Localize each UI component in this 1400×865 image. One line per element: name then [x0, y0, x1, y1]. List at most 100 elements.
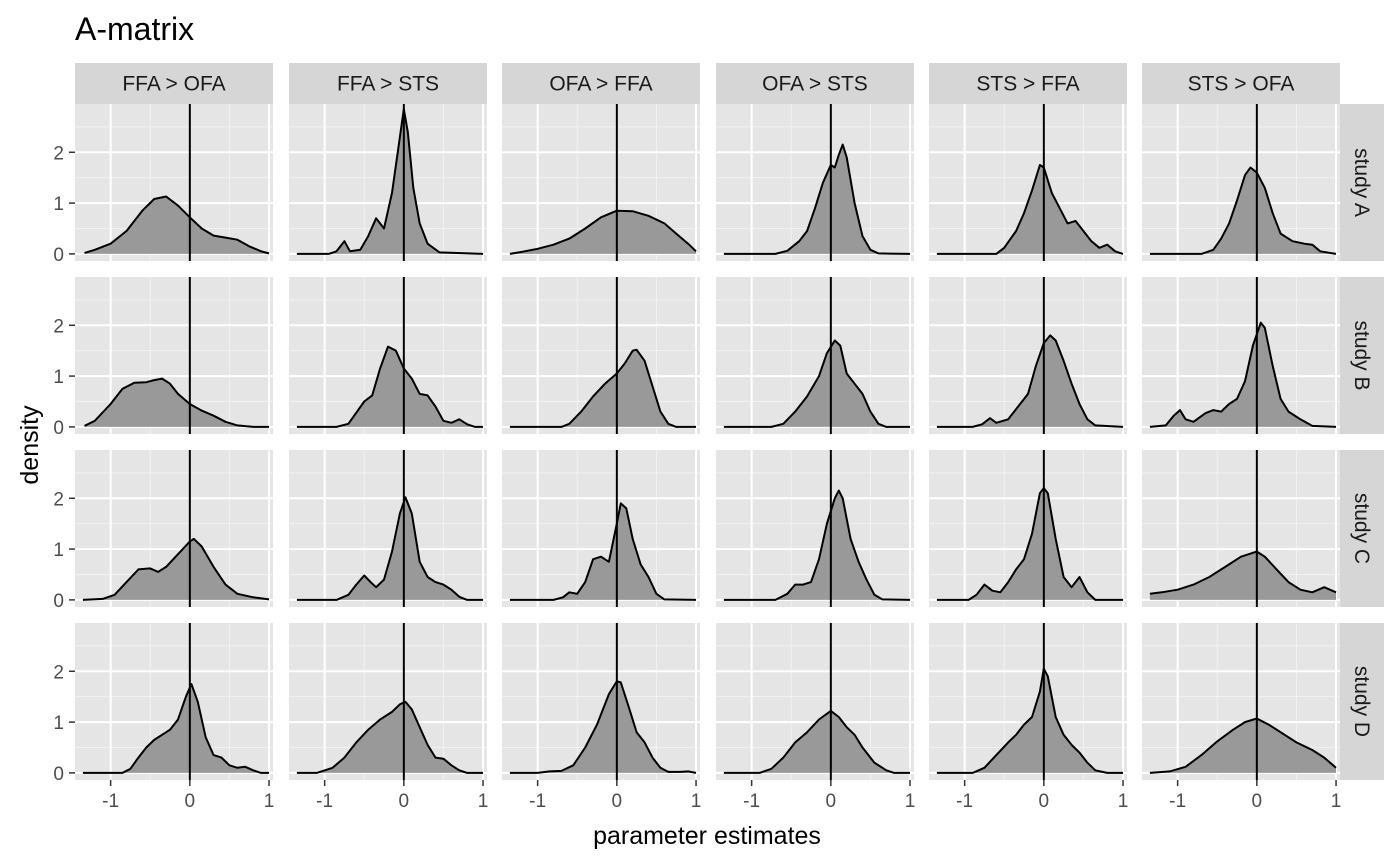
- density-line: [723, 339, 910, 428]
- panel: [929, 277, 1127, 434]
- density-area: [84, 378, 269, 427]
- x-tick-label: -1: [743, 791, 760, 812]
- density-line: [723, 709, 910, 774]
- column-strip: [502, 63, 700, 104]
- panel: [502, 623, 700, 780]
- density-line: [936, 334, 1124, 428]
- column-strip: [289, 63, 487, 104]
- x-tick-label: 1: [264, 791, 275, 812]
- row-strip: [1340, 104, 1384, 261]
- density-line: [509, 209, 697, 255]
- panel: [75, 104, 273, 261]
- column-strip: [716, 63, 914, 104]
- column-strip: [1142, 63, 1340, 104]
- x-tick-label: 1: [691, 791, 702, 812]
- panels-layer: FFA > OFA FFA > STS OFA > FFA OFA > STS STS …: [53, 63, 1384, 812]
- panel: [929, 104, 1127, 261]
- column-strip-label: OFA > STS: [762, 73, 868, 96]
- panel: [1142, 623, 1340, 780]
- panel: [1142, 104, 1340, 261]
- density-area: [82, 684, 270, 773]
- density-line: [82, 537, 270, 601]
- y-tick-label: 0: [53, 418, 64, 439]
- x-tick-label: 1: [1331, 791, 1342, 812]
- density-area: [84, 196, 269, 254]
- x-tick-label: -1: [956, 791, 973, 812]
- y-tick-label: 1: [53, 713, 64, 734]
- row-strip-label: study C: [1350, 493, 1373, 564]
- chart-title: A-matrix: [75, 11, 194, 47]
- y-tick-label: 1: [53, 194, 64, 215]
- density-line: [723, 489, 911, 601]
- y-tick-label: 2: [53, 316, 64, 337]
- column-strip: [929, 63, 1127, 104]
- density-area: [936, 668, 1123, 773]
- density-line: [1149, 717, 1337, 774]
- y-tick-label: 2: [53, 489, 64, 510]
- y-tick-label: 0: [53, 764, 64, 785]
- row-strip: [1340, 623, 1384, 780]
- y-tick-label: 0: [53, 245, 64, 266]
- x-tick-label: 1: [905, 791, 916, 812]
- x-tick-label: 0: [612, 791, 623, 812]
- row-strip: [1340, 277, 1384, 434]
- y-tick-label: 1: [53, 367, 64, 388]
- panel: [1142, 450, 1340, 607]
- density-area: [936, 335, 1123, 427]
- density-area: [723, 144, 910, 254]
- density-area: [1149, 167, 1336, 254]
- panel: [289, 450, 487, 607]
- panel: [716, 450, 914, 607]
- x-tick-label: 0: [826, 791, 837, 812]
- density-area: [296, 109, 483, 254]
- panel: [289, 104, 487, 261]
- row-strip-label: study B: [1350, 320, 1373, 390]
- density-area: [723, 340, 910, 427]
- density-area: [936, 488, 1123, 600]
- row-strip-label: study D: [1350, 666, 1373, 737]
- panel: [716, 104, 914, 261]
- panel: [75, 450, 273, 607]
- density-line: [723, 143, 911, 255]
- density-area: [509, 503, 696, 600]
- density-line: [296, 496, 483, 601]
- density-area: [296, 497, 483, 600]
- y-tick-label: 2: [53, 143, 64, 164]
- x-tick-label: 0: [1252, 791, 1263, 812]
- column-strip-label: FFA > STS: [337, 73, 439, 96]
- density-area: [1149, 322, 1336, 427]
- density-line: [509, 502, 697, 601]
- panel: [75, 623, 273, 780]
- panel: [929, 450, 1127, 607]
- density-line: [936, 164, 1124, 255]
- density-area: [1149, 551, 1336, 600]
- x-tick-label: 1: [1118, 791, 1129, 812]
- y-tick-label: 1: [53, 540, 64, 561]
- density-line: [84, 195, 270, 255]
- column-strip-label: STS > OFA: [1188, 73, 1295, 96]
- x-tick-label: 0: [1039, 791, 1050, 812]
- panel: [289, 623, 487, 780]
- density-area: [509, 210, 696, 254]
- panel: [502, 277, 700, 434]
- x-tick-label: -1: [529, 791, 546, 812]
- column-strip: [75, 63, 273, 104]
- density-line: [82, 683, 269, 774]
- density-area: [296, 701, 483, 773]
- panel: [289, 277, 487, 434]
- x-tick-label: -1: [316, 791, 333, 812]
- x-tick-label: 0: [399, 791, 410, 812]
- y-axis-title: density: [16, 405, 44, 485]
- panel: [716, 277, 914, 434]
- density-line: [509, 348, 696, 428]
- x-tick-label: -1: [102, 791, 119, 812]
- y-tick-label: 0: [53, 591, 64, 612]
- density-line: [296, 345, 483, 428]
- density-area: [723, 710, 910, 773]
- density-line: [296, 700, 483, 774]
- density-area: [723, 490, 910, 600]
- density-line: [509, 680, 697, 774]
- density-area: [936, 165, 1123, 254]
- row-strip-label: study A: [1350, 148, 1373, 217]
